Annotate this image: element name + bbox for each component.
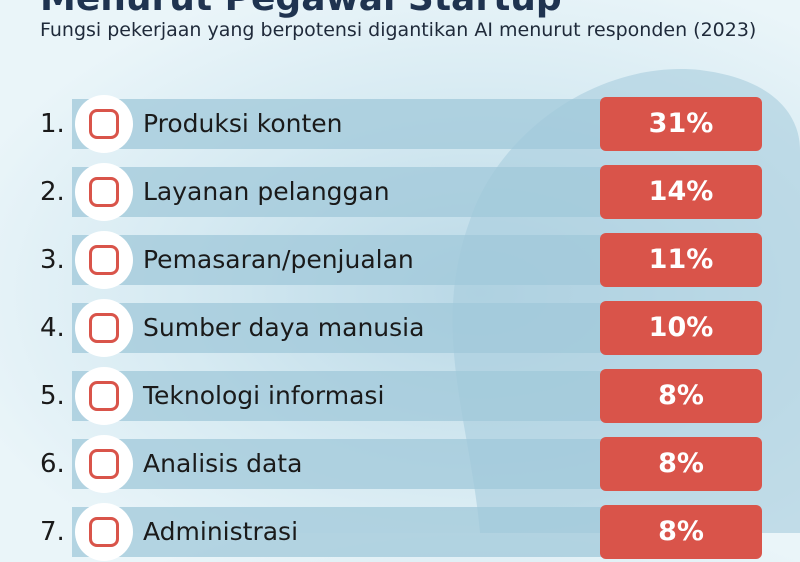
icon xyxy=(75,503,133,561)
row-band xyxy=(72,99,632,149)
icon xyxy=(75,231,133,289)
row-band xyxy=(72,439,632,489)
percentage: 8% xyxy=(600,505,762,559)
rank: 7. xyxy=(40,517,65,547)
rank: 2. xyxy=(40,177,65,207)
list-row: 6. Analisis data 8% xyxy=(0,434,800,494)
item-label: Analisis data xyxy=(143,449,303,478)
item-label: Administrasi xyxy=(143,517,299,546)
list-row: 1. Produksi konten 31% xyxy=(0,94,800,154)
row-band xyxy=(72,371,632,421)
rank: 5. xyxy=(40,381,65,411)
title: Menurut Pegawai Startup xyxy=(40,0,562,19)
row-band xyxy=(72,235,632,285)
list-row: 5. Teknologi informasi 8% xyxy=(0,366,800,426)
icon xyxy=(75,299,133,357)
rank: 4. xyxy=(40,313,65,343)
item-label: Sumber daya manusia xyxy=(143,313,425,342)
icon xyxy=(75,367,133,425)
percentage: 8% xyxy=(600,437,762,491)
list-row: 7. Administrasi 8% xyxy=(0,502,800,562)
list-row: 4. Sumber daya manusia 10% xyxy=(0,298,800,358)
item-label: Pemasaran/penjualan xyxy=(143,245,414,274)
item-label: Teknologi informasi xyxy=(143,381,385,410)
rank: 1. xyxy=(40,109,65,139)
item-label: Produksi konten xyxy=(143,109,343,138)
subtitle: Fungsi pekerjaan yang berpotensi diganti… xyxy=(40,19,757,41)
rank: 6. xyxy=(40,449,65,479)
percentage: 31% xyxy=(600,97,762,151)
percentage: 14% xyxy=(600,165,762,219)
icon xyxy=(75,163,133,221)
icon xyxy=(75,95,133,153)
percentage: 8% xyxy=(600,369,762,423)
percentage: 11% xyxy=(600,233,762,287)
row-band xyxy=(72,303,632,353)
row-band xyxy=(72,167,632,217)
icon xyxy=(75,435,133,493)
percentage: 10% xyxy=(600,301,762,355)
rank: 3. xyxy=(40,245,65,275)
list-row: 2. Layanan pelanggan 14% xyxy=(0,162,800,222)
list-row: 3. Pemasaran/penjualan 11% xyxy=(0,230,800,290)
item-label: Layanan pelanggan xyxy=(143,177,390,206)
